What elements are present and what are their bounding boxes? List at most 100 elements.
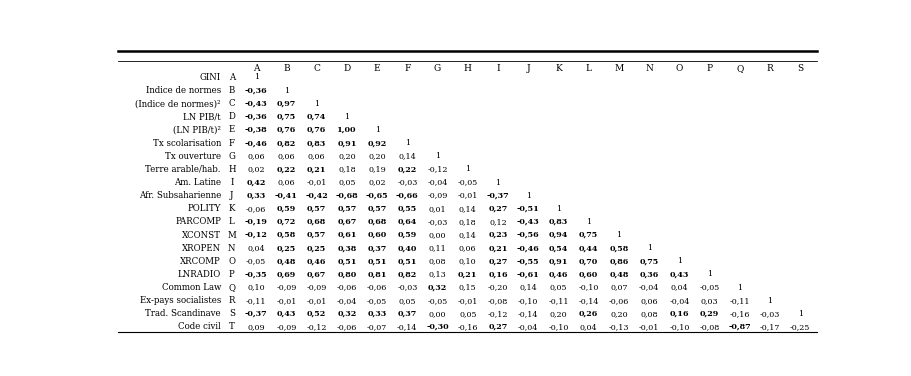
Text: POLITY: POLITY	[188, 204, 220, 213]
Text: 0,06: 0,06	[640, 297, 657, 305]
Text: 1: 1	[676, 257, 681, 265]
Text: 0,12: 0,12	[488, 218, 507, 226]
Text: H: H	[228, 165, 235, 174]
Text: -0,36: -0,36	[245, 113, 267, 121]
Text: -0,11: -0,11	[548, 297, 568, 305]
Text: 0,81: 0,81	[367, 270, 386, 278]
Text: 0,06: 0,06	[277, 152, 295, 160]
Text: Common Law: Common Law	[161, 283, 220, 292]
Text: 0,33: 0,33	[246, 192, 265, 200]
Text: 1: 1	[465, 165, 470, 173]
Text: G: G	[434, 64, 441, 73]
Text: 1: 1	[404, 139, 409, 147]
Text: -0,04: -0,04	[336, 297, 357, 305]
Text: E: E	[229, 126, 235, 135]
Text: 0,00: 0,00	[428, 310, 445, 318]
Text: -0,03: -0,03	[759, 310, 780, 318]
Text: -0,12: -0,12	[427, 165, 447, 173]
Text: A: A	[252, 64, 259, 73]
Text: 0,21: 0,21	[487, 244, 507, 252]
Text: 0,06: 0,06	[308, 152, 325, 160]
Text: K: K	[229, 204, 235, 213]
Text: 1: 1	[435, 152, 440, 160]
Text: -0,16: -0,16	[729, 310, 749, 318]
Text: 0,23: 0,23	[488, 231, 507, 239]
Text: 0,38: 0,38	[337, 244, 356, 252]
Text: 0,32: 0,32	[427, 284, 446, 291]
Text: 0,67: 0,67	[337, 218, 356, 226]
Text: 0,05: 0,05	[338, 179, 355, 186]
Text: 0,16: 0,16	[487, 270, 507, 278]
Text: L: L	[585, 64, 591, 73]
Text: 0,09: 0,09	[247, 323, 265, 331]
Text: Am. Latine: Am. Latine	[174, 178, 220, 187]
Text: Tx scolarisation: Tx scolarisation	[152, 139, 220, 148]
Text: 1: 1	[313, 100, 319, 108]
Text: -0,12: -0,12	[244, 231, 267, 239]
Text: 0,83: 0,83	[307, 139, 326, 147]
Text: -0,13: -0,13	[608, 323, 629, 331]
Text: D: D	[228, 112, 235, 121]
Text: 1: 1	[797, 310, 802, 318]
Text: 0,14: 0,14	[458, 205, 476, 213]
Text: -0,04: -0,04	[639, 284, 659, 291]
Text: 1: 1	[586, 218, 590, 226]
Text: 0,27: 0,27	[488, 205, 507, 213]
Text: -0,05: -0,05	[246, 257, 266, 265]
Text: XRCOMP: XRCOMP	[180, 257, 220, 266]
Text: 0,75: 0,75	[578, 231, 598, 239]
Text: -0,14: -0,14	[396, 323, 417, 331]
Text: -0,03: -0,03	[427, 218, 447, 226]
Text: 0,60: 0,60	[578, 270, 598, 278]
Text: R: R	[766, 64, 773, 73]
Text: 0,55: 0,55	[397, 205, 416, 213]
Text: 0,76: 0,76	[307, 126, 326, 134]
Text: -0,05: -0,05	[699, 284, 719, 291]
Text: -0,37: -0,37	[245, 310, 267, 318]
Text: -0,66: -0,66	[395, 192, 418, 200]
Text: -0,06: -0,06	[336, 284, 357, 291]
Text: D: D	[343, 64, 350, 73]
Text: 0,06: 0,06	[277, 179, 295, 186]
Text: 0,80: 0,80	[337, 270, 356, 278]
Text: -0,10: -0,10	[517, 297, 537, 305]
Text: 0,74: 0,74	[307, 113, 326, 121]
Text: 0,15: 0,15	[458, 284, 476, 291]
Text: 0,52: 0,52	[307, 310, 326, 318]
Text: T: T	[229, 323, 234, 331]
Text: (LN PIB/t)²: (LN PIB/t)²	[173, 126, 220, 135]
Text: 0,18: 0,18	[458, 218, 476, 226]
Text: -0,87: -0,87	[728, 323, 751, 331]
Text: 0,01: 0,01	[428, 205, 445, 213]
Text: 0,51: 0,51	[337, 257, 356, 265]
Text: -0,01: -0,01	[306, 179, 326, 186]
Text: -0,09: -0,09	[276, 284, 296, 291]
Text: -0,01: -0,01	[276, 297, 296, 305]
Text: 0,59: 0,59	[277, 205, 296, 213]
Text: -0,10: -0,10	[578, 284, 599, 291]
Text: 0,46: 0,46	[307, 257, 326, 265]
Text: 0,75: 0,75	[639, 257, 658, 265]
Text: 0,14: 0,14	[398, 152, 415, 160]
Text: 0,48: 0,48	[609, 270, 628, 278]
Text: -0,35: -0,35	[245, 270, 267, 278]
Text: 0,48: 0,48	[276, 257, 296, 265]
Text: A: A	[229, 73, 235, 82]
Text: -0,12: -0,12	[487, 310, 507, 318]
Text: 0,76: 0,76	[277, 126, 296, 134]
Text: K: K	[555, 64, 561, 73]
Text: -0,10: -0,10	[548, 323, 568, 331]
Text: -0,19: -0,19	[244, 218, 267, 226]
Text: -0,11: -0,11	[729, 297, 749, 305]
Text: PARCOMP: PARCOMP	[175, 217, 220, 226]
Text: -0,09: -0,09	[276, 323, 296, 331]
Text: 0,13: 0,13	[428, 270, 446, 278]
Text: 0,51: 0,51	[397, 257, 416, 265]
Text: -0,11: -0,11	[246, 297, 266, 305]
Text: 0,92: 0,92	[367, 139, 386, 147]
Text: -0,37: -0,37	[486, 192, 508, 200]
Text: 0,40: 0,40	[397, 244, 416, 252]
Text: Terre arable/hab.: Terre arable/hab.	[145, 165, 220, 174]
Text: P: P	[706, 64, 711, 73]
Text: Afr. Subsaharienne: Afr. Subsaharienne	[138, 191, 220, 200]
